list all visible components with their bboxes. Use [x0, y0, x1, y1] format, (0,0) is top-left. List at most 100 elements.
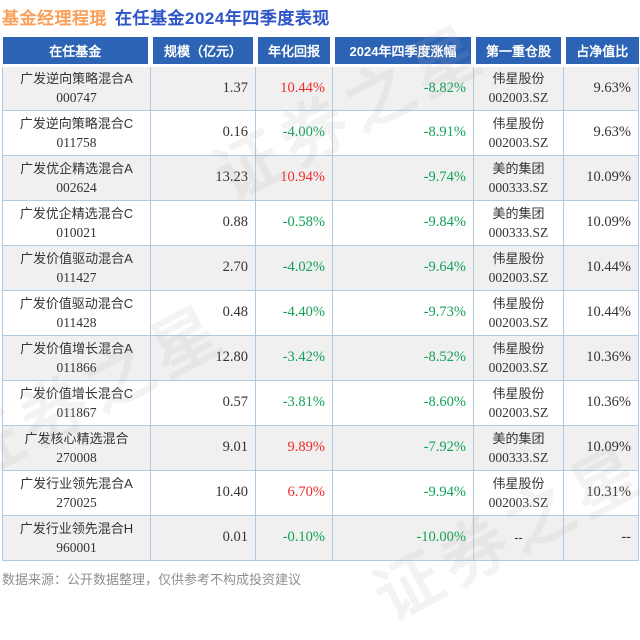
fund-name: 广发逆向策略混合A	[20, 71, 133, 86]
top-holding-code: 000333.SZ	[488, 449, 549, 465]
fund-code: 960001	[56, 539, 97, 555]
fund-cell: 广发核心精选混合 270008	[2, 424, 151, 471]
top-holding-name: 美的集团	[492, 205, 545, 221]
fund-scale: 1.37	[150, 64, 256, 111]
q4-change: -10.00%	[332, 514, 474, 561]
col-header-ann-return: 年化回报	[253, 37, 333, 67]
fund-scale: 0.48	[150, 289, 256, 336]
annualized-return: -3.81%	[255, 379, 333, 426]
fund-performance-table: 在任基金 规模（亿元） 年化回报 2024年四季度涨幅 第一重仓股 占净值比 广…	[2, 37, 639, 561]
top-holding-code: 002003.SZ	[488, 314, 549, 330]
fund-cell: 广发价值增长混合C 011867	[2, 379, 151, 426]
top-holding-cell: 伟星股份 002003.SZ	[473, 289, 564, 336]
col-header-fund: 在任基金	[2, 37, 151, 67]
net-value-pct: --	[563, 514, 639, 561]
table-row: 广发价值驱动混合C 011428 0.48 -4.40% -9.73% 伟星股份…	[2, 289, 639, 336]
top-holding-cell: 美的集团 000333.SZ	[473, 424, 564, 471]
top-holding-cell: 美的集团 000333.SZ	[473, 154, 564, 201]
top-holding-cell: 美的集团 000333.SZ	[473, 199, 564, 246]
annualized-return: -4.40%	[255, 289, 333, 336]
top-holding-code: 000333.SZ	[488, 179, 549, 195]
col-header-scale: 规模（亿元）	[148, 37, 256, 67]
title-subject: 在任基金2024年四季度表现	[115, 9, 330, 28]
top-holding-name: 美的集团	[492, 430, 545, 446]
net-value-pct: 10.44%	[563, 289, 639, 336]
table-row: 广发核心精选混合 270008 9.01 9.89% -7.92% 美的集团 0…	[2, 424, 639, 471]
top-holding-name: 伟星股份	[492, 295, 545, 311]
fund-name: 广发价值增长混合C	[19, 385, 134, 401]
fund-name: 广发价值驱动混合C	[19, 295, 134, 311]
top-holding-name: 伟星股份	[492, 340, 545, 356]
fund-name: 广发行业领先混合A	[20, 475, 133, 491]
fund-manager-name: 基金经理程琨	[2, 9, 107, 28]
top-holding-cell: 伟星股份 002003.SZ	[473, 379, 564, 426]
fund-name: 广发优企精选混合A	[20, 160, 133, 176]
page-title: 基金经理程琨 在任基金2024年四季度表现	[2, 4, 330, 29]
q4-change: -9.64%	[332, 244, 474, 291]
fund-code: 270008	[56, 449, 97, 465]
top-holding-cell: 伟星股份 002003.SZ	[473, 64, 564, 111]
table-row: 广发价值增长混合C 011867 0.57 -3.81% -8.60% 伟星股份…	[2, 379, 639, 426]
fund-cell: 广发优企精选混合A 002624	[2, 154, 151, 201]
fund-cell: 广发行业领先混合A 270025	[2, 469, 151, 516]
table-row: 广发价值增长混合A 011866 12.80 -3.42% -8.52% 伟星股…	[2, 334, 639, 381]
fund-name: 广发价值增长混合A	[20, 340, 133, 356]
top-holding-name: 伟星股份	[492, 250, 545, 266]
annualized-return: -3.42%	[255, 334, 333, 381]
top-holding-name: 伟星股份	[492, 385, 545, 401]
net-value-pct: 10.09%	[563, 424, 639, 471]
col-header-top-holding: 第一重仓股	[471, 37, 564, 67]
q4-change: -7.92%	[332, 424, 474, 471]
annualized-return: 10.94%	[255, 154, 333, 201]
top-holding-name: 伟星股份	[492, 115, 545, 131]
top-holding-name: --	[514, 530, 523, 545]
net-value-pct: 9.63%	[563, 109, 639, 156]
fund-scale: 0.01	[150, 514, 256, 561]
top-holding-code: 002003.SZ	[488, 494, 549, 510]
top-holding-code: 002003.SZ	[488, 269, 549, 285]
q4-change: -9.94%	[332, 469, 474, 516]
q4-change: -8.82%	[332, 64, 474, 111]
q4-change: -8.91%	[332, 109, 474, 156]
data-source-note: 数据来源：公开数据整理，仅供参考不构成投资建议	[2, 572, 302, 587]
fund-scale: 0.57	[150, 379, 256, 426]
table-header-row: 在任基金 规模（亿元） 年化回报 2024年四季度涨幅 第一重仓股 占净值比	[2, 37, 639, 67]
top-holding-name: 伟星股份	[492, 475, 545, 491]
fund-name: 广发优企精选混合C	[19, 205, 134, 221]
table-row: 广发行业领先混合H 960001 0.01 -0.10% -10.00% -- …	[2, 514, 639, 561]
table-row: 广发优企精选混合C 010021 0.88 -0.58% -9.84% 美的集团…	[2, 199, 639, 246]
fund-code: 000747	[56, 90, 97, 105]
col-header-net-pct: 占净值比	[561, 37, 639, 67]
top-holding-name: 美的集团	[492, 160, 545, 176]
annualized-return: -4.00%	[255, 109, 333, 156]
annualized-return: 6.70%	[255, 469, 333, 516]
fund-name: 广发行业领先混合H	[19, 520, 134, 536]
annualized-return: -0.10%	[255, 514, 333, 561]
net-value-pct: 10.31%	[563, 469, 639, 516]
fund-name: 广发逆向策略混合C	[19, 115, 134, 131]
table-row: 广发逆向策略混合C 011758 0.16 -4.00% -8.91% 伟星股份…	[2, 109, 639, 156]
fund-cell: 广发逆向策略混合A 000747	[2, 64, 151, 111]
annualized-return: -4.02%	[255, 244, 333, 291]
fund-cell: 广发价值增长混合A 011866	[2, 334, 151, 381]
fund-scale: 0.88	[150, 199, 256, 246]
top-holding-cell: 伟星股份 002003.SZ	[473, 469, 564, 516]
annualized-return: 10.44%	[255, 64, 333, 111]
net-value-pct: 10.36%	[563, 379, 639, 426]
net-value-pct: 10.09%	[563, 199, 639, 246]
q4-change: -9.73%	[332, 289, 474, 336]
annualized-return: 9.89%	[255, 424, 333, 471]
fund-scale: 9.01	[150, 424, 256, 471]
top-holding-cell: --	[473, 514, 564, 561]
fund-cell: 广发优企精选混合C 010021	[2, 199, 151, 246]
top-holding-cell: 伟星股份 002003.SZ	[473, 334, 564, 381]
fund-scale: 2.70	[150, 244, 256, 291]
col-header-q4-change: 2024年四季度涨幅	[330, 37, 474, 67]
q4-change: -9.84%	[332, 199, 474, 246]
fund-code: 011867	[56, 404, 97, 420]
fund-cell: 广发价值驱动混合A 011427	[2, 244, 151, 291]
top-holding-cell: 伟星股份 002003.SZ	[473, 244, 564, 291]
fund-cell: 广发行业领先混合H 960001	[2, 514, 151, 561]
net-value-pct: 10.36%	[563, 334, 639, 381]
